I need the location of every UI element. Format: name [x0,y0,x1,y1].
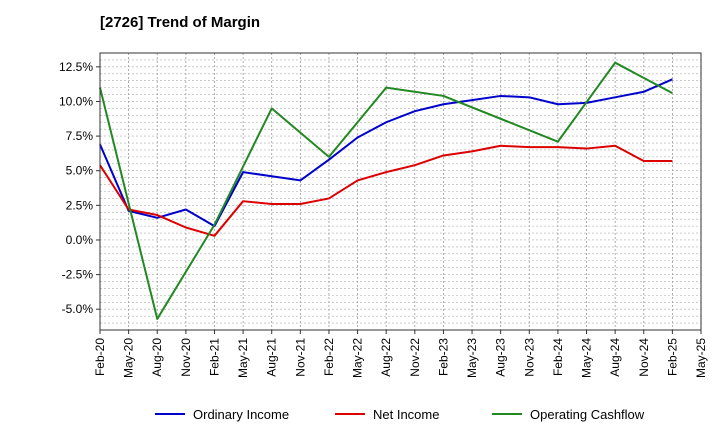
x-tick-label: May-23 [465,338,479,378]
y-tick-label: 2.5% [66,198,94,212]
x-tick-labels: Feb-20 May-20 Aug-20 Nov-20 Feb-21 May-21 Aug-… [93,330,708,378]
ordinary-income-legend-label: Ordinary Income [193,407,289,422]
ordinary-income-line [99,78,673,228]
x-tick-label: Aug-24 [608,338,622,377]
y-tick-label: 12.5% [59,60,93,74]
x-tick-label: Feb-21 [207,338,221,376]
chart-title: [2726] Trend of Margin [100,14,261,31]
x-tick-label: Feb-24 [551,338,565,376]
x-tick-label: Nov-21 [293,338,307,377]
x-tick-label: Aug-22 [379,338,393,377]
y-tick-label: 7.5% [66,129,94,143]
y-tick-labels: 12.5% 10.0% 7.5% 5.0% 2.5% 0.0% -2.5% -5.0% [59,60,100,316]
net-income-legend-label: Net Income [373,407,439,422]
x-tick-label: May-22 [351,338,365,378]
plot-frame [99,52,702,331]
x-tick-label: Feb-22 [322,338,336,376]
legend: Ordinary Income Net Income Operating Cashf… [155,407,645,422]
x-tick-label: Nov-22 [408,338,422,377]
net-income-line [99,144,673,237]
x-tick-label: May-24 [580,338,594,378]
x-tick-label: Aug-20 [150,338,164,377]
x-tick-label: Aug-21 [265,338,279,377]
x-tick-label: Feb-20 [93,338,107,376]
y-tick-label: 5.0% [66,164,94,178]
x-tick-label: Nov-20 [179,338,193,377]
x-tick-label: Aug-23 [494,338,508,377]
x-tick-label: Feb-23 [436,338,450,376]
series-layer [99,61,673,320]
grid-layer [99,52,702,331]
x-tick-label: May-21 [236,338,250,378]
y-tick-label: -2.5% [62,268,94,282]
y-tick-label: 10.0% [59,94,93,108]
operating-cashflow-legend-label: Operating Cashflow [530,407,645,422]
x-tick-label: May-25 [694,338,708,378]
operating-cashflow-line [99,61,673,320]
x-tick-label: May-20 [122,338,136,378]
y-tick-label: -5.0% [62,302,94,316]
x-tick-label: Feb-25 [665,338,679,376]
x-tick-label: Nov-24 [637,338,651,377]
y-tick-label: 0.0% [66,233,94,247]
x-tick-label: Nov-23 [522,338,536,377]
